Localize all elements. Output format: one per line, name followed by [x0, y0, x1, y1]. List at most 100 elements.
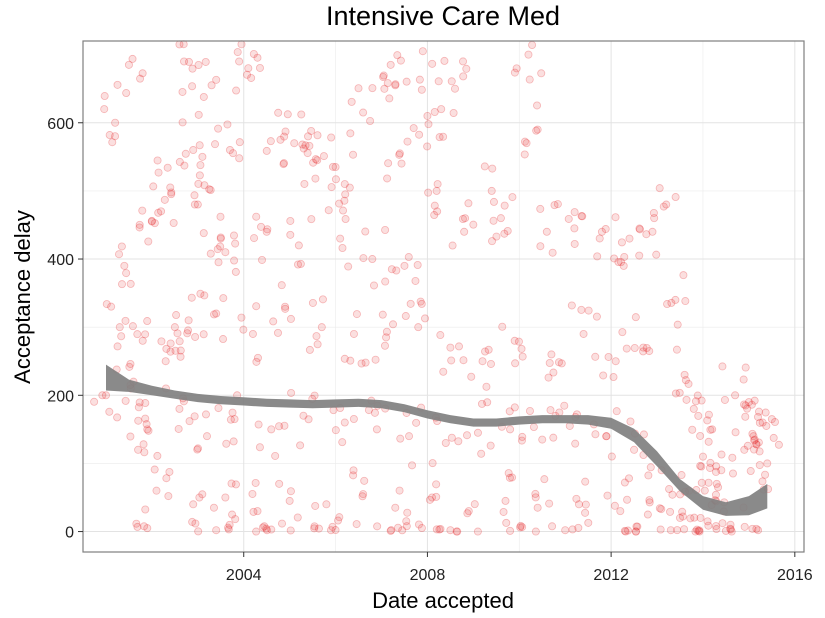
data-point [499, 507, 508, 516]
data-point [359, 108, 368, 117]
data-point [281, 304, 290, 313]
data-point [758, 477, 767, 486]
data-point [448, 241, 457, 250]
data-point [219, 294, 228, 303]
data-point [281, 127, 290, 136]
data-point [531, 489, 540, 498]
data-point [516, 521, 525, 530]
data-point [144, 426, 153, 435]
data-point [171, 346, 180, 355]
data-point [712, 525, 721, 534]
data-point [251, 478, 260, 487]
data-point [193, 444, 202, 453]
data-point [387, 526, 396, 535]
data-point [286, 314, 295, 323]
data-point [221, 248, 230, 257]
plot-panel-border [82, 40, 805, 553]
data-point [750, 445, 759, 454]
data-point [187, 293, 196, 302]
data-point [267, 525, 276, 534]
data-point [458, 214, 467, 223]
data-point [696, 513, 705, 522]
data-point [341, 190, 350, 199]
data-point [199, 92, 208, 101]
data-point [361, 227, 370, 236]
data-point [770, 418, 779, 427]
data-point [175, 157, 184, 166]
data-point [486, 441, 495, 450]
data-point [133, 522, 142, 531]
data-point [313, 340, 322, 349]
data-point [432, 186, 441, 195]
data-point [599, 371, 608, 380]
data-point [138, 206, 147, 215]
data-point [310, 522, 319, 531]
data-point [750, 396, 759, 405]
data-point [434, 77, 443, 86]
data-point [179, 40, 188, 49]
data-point [358, 492, 367, 501]
data-point [740, 522, 749, 531]
data-point [135, 398, 144, 407]
data-point [577, 212, 586, 221]
data-point [706, 458, 715, 467]
data-point [568, 525, 577, 534]
data-point [671, 389, 680, 398]
data-point [235, 57, 244, 66]
data-point [591, 430, 600, 439]
data-point [296, 441, 305, 450]
data-point [331, 163, 340, 172]
data-point [189, 146, 198, 155]
data-point [624, 526, 633, 535]
data-point [564, 214, 573, 223]
data-point [678, 512, 687, 521]
data-point [232, 86, 241, 95]
data-point [149, 182, 158, 191]
data-point [230, 415, 239, 424]
data-point [470, 500, 479, 509]
data-point [224, 523, 233, 532]
data-point [436, 524, 445, 533]
data-point [447, 356, 456, 365]
data-point [387, 265, 396, 274]
data-point [621, 527, 630, 536]
data-point [248, 489, 257, 498]
data-point [176, 346, 185, 355]
data-point [435, 133, 444, 142]
data-point [167, 190, 176, 199]
data-point [688, 425, 697, 434]
data-point [346, 129, 355, 138]
data-point [368, 255, 377, 264]
data-point [718, 362, 727, 371]
data-point [459, 356, 468, 365]
data-point [584, 306, 593, 315]
data-point [413, 260, 422, 269]
data-point [447, 77, 456, 86]
data-point [198, 490, 207, 499]
y-tick-label: 0 [65, 525, 74, 542]
data-point [536, 204, 545, 213]
data-point [349, 466, 358, 475]
data-point [480, 162, 489, 171]
data-point [262, 524, 271, 533]
data-point [260, 522, 269, 531]
data-point [635, 225, 644, 234]
data-point [144, 237, 153, 246]
data-point [299, 411, 308, 420]
data-point [684, 379, 693, 388]
data-point [646, 463, 655, 472]
data-point [755, 461, 764, 470]
data-point [280, 421, 289, 430]
smooth-confidence-band [106, 364, 768, 516]
data-point [452, 527, 461, 536]
data-point [506, 526, 515, 535]
data-point [294, 260, 303, 269]
data-point [517, 436, 526, 445]
data-point [313, 156, 322, 165]
data-point [506, 425, 515, 434]
data-point [361, 358, 370, 367]
data-point [604, 352, 613, 361]
data-point [624, 474, 633, 483]
data-point [338, 438, 347, 447]
data-point [430, 201, 439, 210]
